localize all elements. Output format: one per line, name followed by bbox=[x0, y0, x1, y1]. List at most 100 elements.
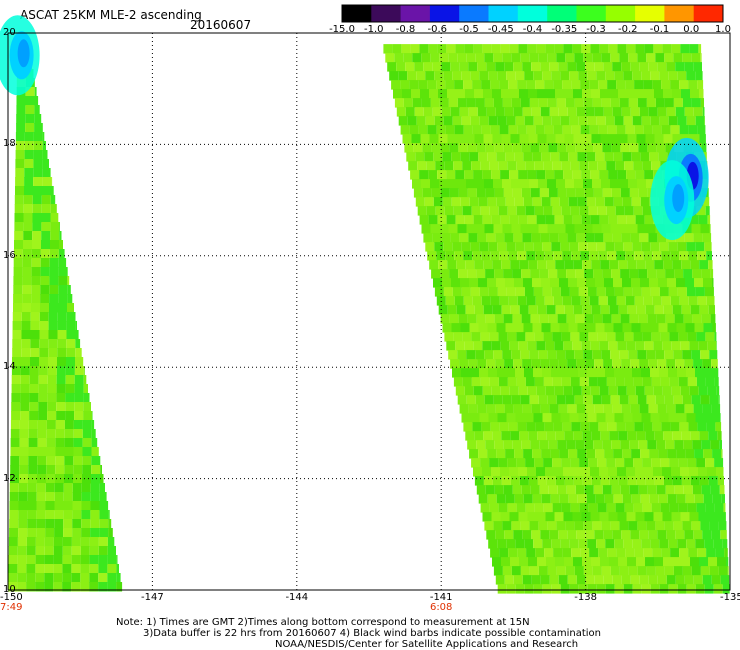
swath-cell bbox=[525, 458, 535, 468]
swath-cell bbox=[587, 368, 596, 378]
swath-cell bbox=[465, 260, 475, 270]
swath-cell bbox=[574, 350, 584, 360]
swath-cell bbox=[713, 413, 721, 423]
swath-cell bbox=[8, 555, 18, 565]
swath-cell bbox=[668, 539, 678, 549]
swath-cell bbox=[56, 366, 66, 376]
swath-cell bbox=[539, 485, 549, 495]
swath-cell bbox=[615, 206, 625, 216]
swath-cell bbox=[422, 143, 432, 153]
swath-cell bbox=[462, 161, 472, 171]
swath-cell bbox=[24, 159, 34, 169]
swath-cell bbox=[581, 170, 591, 180]
swath-cell bbox=[553, 125, 563, 135]
swath-cell bbox=[487, 197, 497, 207]
swath-cell bbox=[503, 188, 513, 198]
swath-cell bbox=[505, 323, 515, 333]
swath-cell bbox=[542, 368, 551, 378]
swath-cell bbox=[532, 323, 542, 333]
swath-cell bbox=[539, 188, 549, 198]
swath-cell bbox=[514, 152, 524, 162]
swath-cell bbox=[608, 341, 618, 351]
swath-cell bbox=[530, 440, 540, 450]
swath-cell bbox=[714, 458, 724, 468]
note-line-3: NOAA/NESDIS/Center for Satellite Applica… bbox=[275, 639, 579, 650]
swath-cell bbox=[698, 215, 708, 225]
swath-cell bbox=[568, 152, 578, 162]
swath-cell bbox=[556, 98, 566, 108]
swath-cell bbox=[636, 557, 645, 567]
swath-cell bbox=[524, 584, 534, 594]
swath-cell bbox=[424, 197, 434, 207]
swath-cell bbox=[590, 386, 600, 396]
swath-cell bbox=[680, 386, 690, 396]
swath-cell bbox=[460, 197, 470, 207]
swath-cell bbox=[519, 557, 528, 567]
swath-cell bbox=[684, 107, 694, 117]
swath-cell bbox=[607, 251, 617, 261]
swath-cell bbox=[589, 422, 599, 432]
swath-cell bbox=[63, 501, 73, 511]
swath-cell bbox=[487, 278, 496, 288]
swath-cell bbox=[660, 332, 670, 342]
swath-cell bbox=[629, 269, 639, 279]
swath-cell bbox=[531, 404, 541, 414]
swath-cell bbox=[72, 492, 82, 502]
swath-cell bbox=[520, 179, 529, 189]
swath-cell bbox=[25, 123, 35, 133]
swath-cell bbox=[705, 377, 715, 387]
swath-cell bbox=[599, 215, 609, 225]
swath-cell bbox=[630, 107, 640, 117]
swath-cell bbox=[674, 314, 684, 324]
swath-cell bbox=[627, 557, 636, 567]
colorbar-segment bbox=[664, 5, 695, 22]
swath-cell bbox=[532, 449, 542, 459]
swath-cell bbox=[660, 503, 670, 513]
swath-cell bbox=[632, 116, 642, 126]
swath-cell bbox=[54, 492, 64, 502]
swath-cell bbox=[602, 143, 612, 153]
swath-cell bbox=[646, 53, 656, 63]
swath-cell bbox=[546, 476, 556, 486]
swath-cell bbox=[67, 294, 73, 304]
swath-cell bbox=[587, 584, 597, 594]
swath-cell bbox=[83, 402, 91, 412]
swath-cell bbox=[505, 197, 515, 207]
swath-cell bbox=[543, 206, 553, 216]
swath-cell bbox=[66, 339, 76, 349]
swath-cell bbox=[576, 530, 586, 540]
swath-cell bbox=[648, 233, 658, 243]
swath-cell bbox=[654, 557, 663, 567]
swath-cell bbox=[417, 161, 427, 171]
swath-cell bbox=[550, 152, 560, 162]
swath-cell bbox=[520, 521, 530, 531]
swath-cell bbox=[632, 368, 641, 378]
swath-cell bbox=[509, 215, 519, 225]
swath-cell bbox=[623, 287, 633, 297]
swath-cell bbox=[546, 557, 555, 567]
swath-cell bbox=[14, 222, 24, 232]
swath-cell bbox=[9, 510, 19, 520]
swath-cell bbox=[431, 143, 441, 153]
swath-cell bbox=[617, 341, 627, 351]
swath-cell bbox=[716, 386, 720, 396]
swath-cell bbox=[41, 213, 51, 223]
swath-cell bbox=[699, 431, 709, 441]
swath-cell bbox=[624, 161, 634, 171]
swath-cell bbox=[501, 305, 511, 315]
swath-cell bbox=[708, 431, 718, 441]
swath-cell bbox=[705, 458, 715, 468]
swath-cell bbox=[559, 197, 569, 207]
swath-cell bbox=[595, 278, 604, 288]
swath-cell bbox=[658, 323, 668, 333]
swath-cell bbox=[628, 566, 638, 576]
swath-cell bbox=[671, 467, 680, 477]
swath-cell bbox=[545, 170, 555, 180]
swath-cell bbox=[653, 386, 663, 396]
swath-cell bbox=[528, 89, 537, 99]
swath-cell bbox=[601, 179, 610, 189]
swath-cell bbox=[512, 485, 522, 495]
swath-cell bbox=[691, 98, 701, 108]
swath-cell bbox=[633, 503, 643, 513]
swath-cell bbox=[473, 170, 483, 180]
